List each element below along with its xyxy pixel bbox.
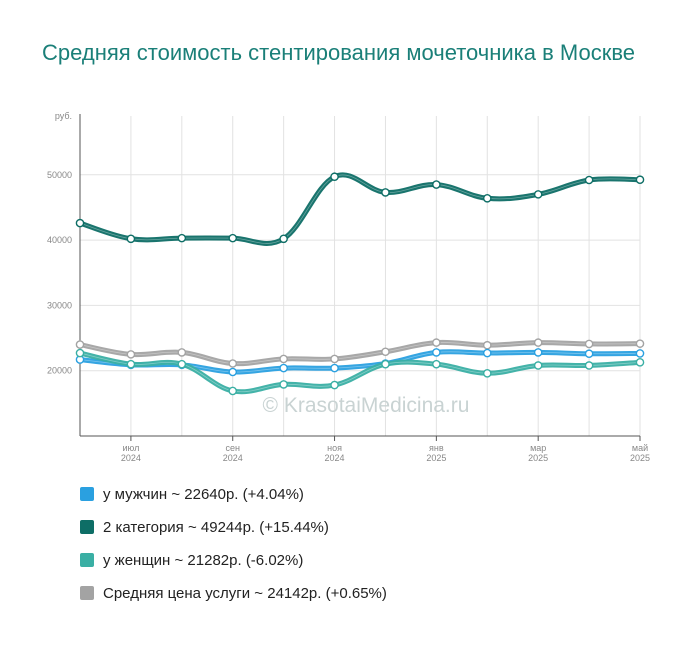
x-tick-year: 2024 <box>325 453 345 463</box>
x-tick-year: 2025 <box>528 453 548 463</box>
x-tick-month: июл <box>122 443 139 453</box>
series-women-line-highlight <box>79 352 641 393</box>
data-point <box>482 340 492 350</box>
x-tick-month: янв <box>429 443 444 453</box>
legend-item-women[interactable]: у женщин ~ 21282р. (-6.02%) <box>80 550 387 570</box>
y-tick-label: 40000 <box>47 235 72 245</box>
data-point <box>482 369 492 378</box>
data-point <box>126 359 136 369</box>
y-tick-label: 20000 <box>47 366 72 376</box>
legend-swatch <box>80 520 94 534</box>
x-tick-year: 2025 <box>426 453 446 463</box>
data-point <box>228 233 238 243</box>
legend-label: Средняя цена услуги ~ 24142р. (+0.65%) <box>103 584 387 602</box>
legend-swatch <box>80 553 94 567</box>
data-point <box>228 359 238 368</box>
data-point <box>75 218 85 228</box>
x-tick-year: 2024 <box>223 453 243 463</box>
legend-item-average[interactable]: Средняя цена услуги ~ 24142р. (+0.65%) <box>80 583 387 603</box>
data-point <box>584 339 594 349</box>
data-point <box>330 172 339 182</box>
data-point <box>482 348 492 358</box>
data-point <box>228 386 238 396</box>
series-women <box>75 348 645 396</box>
line-chart: © KrasotaiMedicina.ru 200003000040000500… <box>47 111 650 463</box>
series-layer <box>75 172 645 396</box>
data-point <box>584 175 594 185</box>
data-point <box>75 348 85 358</box>
data-point <box>432 180 441 189</box>
data-point <box>533 361 543 370</box>
watermark: © KrasotaiMedicina.ru <box>263 394 470 417</box>
y-tick-label: 30000 <box>47 300 72 310</box>
chart-grid <box>79 114 641 437</box>
x-tick-month: мар <box>530 443 546 453</box>
data-point <box>584 361 594 370</box>
data-point <box>330 380 339 390</box>
data-point <box>381 347 390 357</box>
data-point <box>432 359 441 369</box>
data-point <box>635 175 645 185</box>
legend-label: у мужчин ~ 22640р. (+4.04%) <box>103 485 304 503</box>
data-point <box>635 349 645 358</box>
data-point <box>533 190 543 199</box>
x-tick-year: 2025 <box>630 453 650 463</box>
x-tick-month: сен <box>225 443 240 453</box>
data-point <box>381 359 390 369</box>
series-category-2-line <box>77 172 643 246</box>
data-point <box>330 354 339 364</box>
data-point <box>381 188 390 197</box>
data-point <box>126 350 136 359</box>
y-unit-label: руб. <box>55 111 72 121</box>
legend-swatch <box>80 586 94 600</box>
series-average-line <box>77 339 643 367</box>
data-point <box>279 354 288 364</box>
series-average-line-highlight <box>79 341 641 365</box>
data-point <box>635 358 645 367</box>
data-point <box>177 348 187 357</box>
x-tick-month: ноя <box>327 443 342 453</box>
x-tick-month: май <box>632 443 648 453</box>
x-tick-year: 2024 <box>121 453 141 463</box>
data-point <box>126 234 136 244</box>
data-point <box>482 193 492 203</box>
data-point <box>432 338 441 347</box>
legend-label: у женщин ~ 21282р. (-6.02%) <box>103 551 304 569</box>
data-point <box>533 338 543 347</box>
data-point <box>279 363 288 373</box>
data-point <box>533 348 543 357</box>
data-point <box>177 359 187 369</box>
data-point <box>432 348 441 357</box>
data-point <box>584 349 594 359</box>
legend-swatch <box>80 487 94 501</box>
axis-ticks: 20000300004000050000руб.июл2024сен2024но… <box>47 111 650 463</box>
data-point <box>228 367 238 377</box>
data-point <box>330 363 339 373</box>
legend-item-men[interactable]: у мужчин ~ 22640р. (+4.04%) <box>80 484 387 504</box>
y-tick-label: 50000 <box>47 170 72 180</box>
series-category-2 <box>75 172 645 246</box>
data-point <box>75 340 85 349</box>
legend: у мужчин ~ 22640р. (+4.04%) 2 категория … <box>80 484 387 616</box>
series-category-2-line-highlight <box>79 174 641 244</box>
legend-item-category-2[interactable]: 2 категория ~ 49244р. (+15.44%) <box>80 517 387 537</box>
series-women-line <box>77 350 643 395</box>
chart-title: Средняя стоимость стентирования мочеточн… <box>42 40 636 65</box>
data-point <box>635 339 645 348</box>
series-average <box>75 338 645 368</box>
data-point <box>279 380 288 389</box>
data-point <box>279 234 288 244</box>
data-point <box>177 233 187 243</box>
legend-label: 2 категория ~ 49244р. (+15.44%) <box>103 518 329 536</box>
